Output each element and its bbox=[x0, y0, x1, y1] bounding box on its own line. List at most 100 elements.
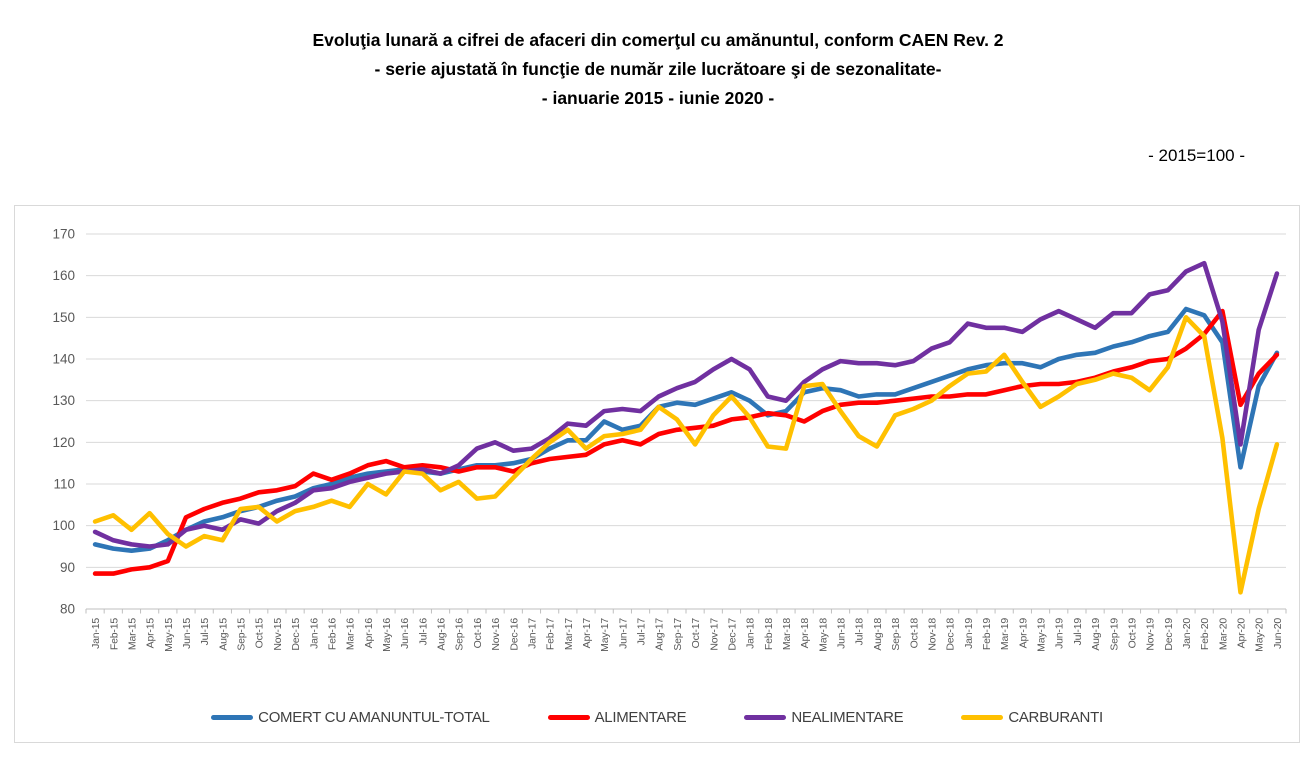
legend-label: NEALIMENTARE bbox=[791, 709, 904, 726]
x-tick-label: Aug-16 bbox=[436, 618, 448, 651]
x-tick-label: May-15 bbox=[163, 618, 175, 652]
x-tick-label: May-16 bbox=[381, 618, 393, 652]
x-tick-label: Jun-16 bbox=[399, 618, 411, 649]
legend-label: CARBURANTI bbox=[1008, 709, 1103, 726]
x-tick-label: May-19 bbox=[1036, 618, 1048, 652]
y-tick-label: 90 bbox=[60, 560, 75, 575]
legend-swatch bbox=[961, 715, 1004, 720]
x-tick-label: Apr-20 bbox=[1236, 618, 1248, 649]
x-tick-label: Jan-16 bbox=[308, 618, 320, 649]
x-tick-label: Jan-17 bbox=[526, 618, 538, 649]
x-tick-label: Feb-18 bbox=[763, 618, 775, 650]
x-tick-label: Jul-17 bbox=[636, 618, 648, 646]
y-tick-label: 170 bbox=[52, 227, 75, 242]
x-tick-label: Nov-17 bbox=[708, 618, 720, 651]
x-tick-label: Nov-16 bbox=[490, 618, 502, 651]
x-tick-label: Feb-17 bbox=[545, 618, 557, 650]
legend-item-nealimentare: NEALIMENTARE bbox=[744, 709, 904, 726]
x-tick-label: Mar-17 bbox=[563, 618, 575, 650]
y-tick-label: 160 bbox=[52, 268, 75, 283]
x-tick-label: Sep-18 bbox=[890, 618, 902, 651]
x-tick-label: Oct-15 bbox=[254, 618, 266, 649]
x-tick-label: Jul-19 bbox=[1072, 618, 1084, 646]
chart-title-line1: Evoluţia lunară a cifrei de afaceri din … bbox=[312, 30, 1004, 50]
x-tick-label: Oct-19 bbox=[1126, 618, 1138, 649]
series-line-carburanti bbox=[92, 315, 1280, 595]
y-tick-label: 150 bbox=[52, 310, 75, 325]
y-tick-label: 140 bbox=[52, 352, 75, 367]
x-tick-label: Aug-18 bbox=[872, 618, 884, 651]
x-tick-label: Apr-18 bbox=[799, 618, 811, 649]
x-tick-label: Mar-19 bbox=[999, 618, 1011, 650]
x-tick-label: Aug-19 bbox=[1090, 618, 1102, 651]
x-tick-label: Mar-15 bbox=[126, 618, 138, 650]
x-axis bbox=[85, 608, 1287, 614]
gridlines bbox=[86, 233, 1286, 568]
chart-title: Evoluţia lunară a cifrei de afaceri din … bbox=[0, 26, 1316, 113]
x-tick-label: Mar-16 bbox=[345, 618, 357, 650]
y-tick-label: 80 bbox=[60, 602, 75, 617]
x-tick-label: Dec-18 bbox=[945, 618, 957, 651]
x-tick-label: Apr-19 bbox=[1017, 618, 1029, 649]
x-tick-label: Jul-15 bbox=[199, 618, 211, 646]
x-tick-label: Jan-19 bbox=[963, 618, 975, 649]
x-tick-label: Jul-16 bbox=[417, 618, 429, 646]
index-base-note: - 2015=100 - bbox=[1148, 146, 1245, 165]
x-tick-label: Jun-15 bbox=[181, 618, 193, 649]
x-tick-label: Oct-16 bbox=[472, 618, 484, 649]
chart-title-line3: - ianuarie 2015 - iunie 2020 - bbox=[541, 88, 775, 108]
x-tick-label: Jan-20 bbox=[1181, 618, 1193, 649]
x-tick-label: Feb-16 bbox=[326, 618, 338, 650]
y-tick-label: 130 bbox=[52, 393, 75, 408]
chart-legend: COMERT CU AMANUNTUL-TOTAL ALIMENTARE NEALI… bbox=[15, 709, 1299, 726]
x-tick-label: Jan-18 bbox=[745, 618, 757, 649]
x-tick-label: Apr-16 bbox=[363, 618, 375, 649]
y-tick-label: 120 bbox=[52, 435, 75, 450]
x-tick-label: Mar-18 bbox=[781, 618, 793, 650]
x-tick-label: Sep-15 bbox=[236, 618, 248, 651]
series-line-comert-cu-amanuntul-total bbox=[92, 306, 1280, 554]
legend-swatch bbox=[744, 715, 787, 720]
x-tick-label: May-17 bbox=[599, 618, 611, 652]
x-tick-label: May-20 bbox=[1254, 618, 1266, 652]
x-tick-label: Jan-15 bbox=[90, 618, 102, 649]
legend-swatch bbox=[547, 715, 590, 720]
x-tick-label: Nov-19 bbox=[1145, 618, 1157, 651]
x-tick-label: Apr-17 bbox=[581, 618, 593, 649]
x-tick-label: May-18 bbox=[817, 618, 829, 652]
x-tick-label: Feb-20 bbox=[1199, 618, 1211, 650]
legend-item-comert-cu-amanuntul-total: COMERT CU AMANUNTUL-TOTAL bbox=[211, 709, 490, 726]
x-tick-label: Sep-17 bbox=[672, 618, 684, 651]
x-axis-labels: Jan-15 Feb-15 Mar-15 Apr-15 May-15 Jun-15 Jul-… bbox=[90, 618, 1284, 652]
legend-item-alimentare: ALIMENTARE bbox=[547, 709, 687, 726]
x-tick-label: Apr-15 bbox=[145, 618, 157, 649]
legend-item-carburanti: CARBURANTI bbox=[961, 709, 1103, 726]
x-tick-label: Aug-15 bbox=[217, 618, 229, 651]
x-tick-label: Jun-18 bbox=[836, 618, 848, 649]
x-tick-label: Dec-15 bbox=[290, 618, 302, 651]
chart-title-line2: - serie ajustată în funcţie de număr zil… bbox=[374, 59, 942, 79]
y-tick-label: 110 bbox=[53, 477, 75, 492]
x-tick-label: Mar-20 bbox=[1217, 618, 1229, 650]
x-tick-label: Nov-15 bbox=[272, 618, 284, 651]
chart-svg: 80 90 100 110 120 130 140 150 160 170 Jan-15 Feb-15… bbox=[52, 227, 1287, 652]
x-tick-label: Aug-17 bbox=[654, 618, 666, 651]
y-axis-labels: 80 90 100 110 120 130 140 150 160 170 bbox=[52, 227, 75, 617]
x-tick-label: Feb-15 bbox=[108, 618, 120, 650]
legend-label: COMERT CU AMANUNTUL-TOTAL bbox=[258, 709, 490, 726]
chart-area: 80 90 100 110 120 130 140 150 160 170 Jan-15 Feb-15… bbox=[14, 205, 1300, 743]
x-tick-label: Oct-17 bbox=[690, 618, 702, 649]
x-tick-label: Sep-19 bbox=[1108, 618, 1120, 651]
x-tick-label: Jun-19 bbox=[1054, 618, 1066, 649]
x-tick-label: Nov-18 bbox=[926, 618, 938, 651]
x-tick-label: Feb-19 bbox=[981, 618, 993, 650]
x-tick-label: Dec-17 bbox=[726, 618, 738, 651]
x-tick-label: Sep-16 bbox=[454, 618, 466, 651]
y-tick-label: 100 bbox=[52, 518, 75, 533]
x-tick-label: Oct-18 bbox=[908, 618, 920, 649]
x-tick-label: Jun-20 bbox=[1272, 618, 1284, 649]
legend-label: ALIMENTARE bbox=[594, 709, 687, 726]
x-tick-label: Dec-19 bbox=[1163, 618, 1175, 651]
x-tick-label: Jul-18 bbox=[854, 618, 866, 646]
series-line-nealimentare bbox=[92, 260, 1280, 549]
